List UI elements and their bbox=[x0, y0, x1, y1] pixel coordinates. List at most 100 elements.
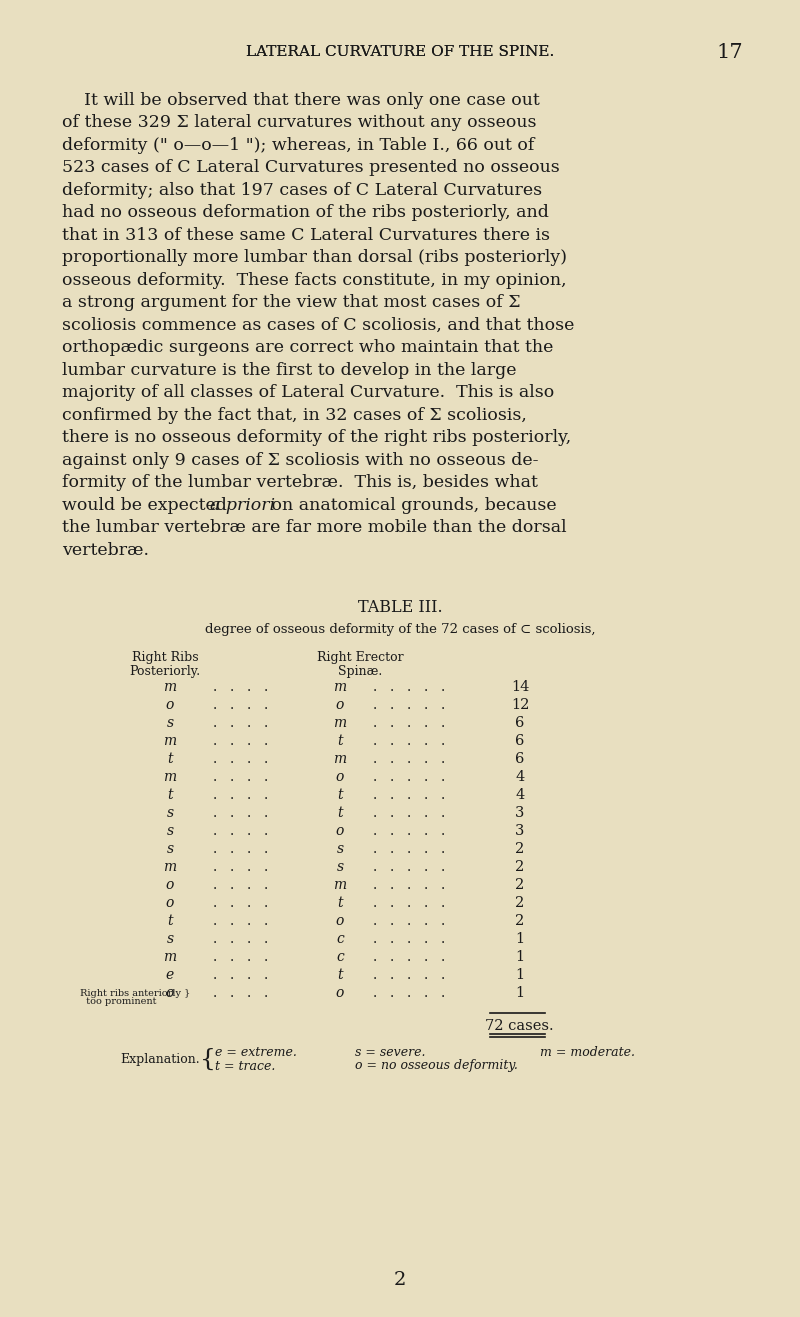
Text: .: . bbox=[441, 806, 445, 820]
Text: 6: 6 bbox=[515, 716, 525, 730]
Text: .: . bbox=[213, 788, 217, 802]
Text: .: . bbox=[230, 698, 234, 712]
Text: .: . bbox=[424, 842, 428, 856]
Text: .: . bbox=[264, 842, 268, 856]
Text: 2: 2 bbox=[515, 896, 525, 910]
Text: It will be observed that there was only one case out: It will be observed that there was only … bbox=[62, 91, 540, 108]
Text: .: . bbox=[373, 860, 377, 874]
Text: 4: 4 bbox=[515, 770, 525, 784]
Text: .: . bbox=[424, 680, 428, 694]
Text: m: m bbox=[334, 680, 346, 694]
Text: .: . bbox=[373, 986, 377, 1000]
Text: .: . bbox=[390, 716, 394, 730]
Text: .: . bbox=[441, 950, 445, 964]
Text: .: . bbox=[230, 716, 234, 730]
Text: .: . bbox=[424, 986, 428, 1000]
Text: .: . bbox=[407, 968, 411, 982]
Text: s: s bbox=[166, 842, 174, 856]
Text: .: . bbox=[390, 824, 394, 838]
Text: .: . bbox=[407, 824, 411, 838]
Text: o: o bbox=[166, 698, 174, 712]
Text: .: . bbox=[424, 914, 428, 928]
Text: .: . bbox=[247, 878, 251, 892]
Text: .: . bbox=[424, 860, 428, 874]
Text: .: . bbox=[373, 716, 377, 730]
Text: .: . bbox=[373, 968, 377, 982]
Text: m: m bbox=[163, 734, 177, 748]
Text: scoliosis commence as cases of C scoliosis, and that those: scoliosis commence as cases of C scolios… bbox=[62, 316, 574, 333]
Text: .: . bbox=[373, 950, 377, 964]
Text: .: . bbox=[247, 824, 251, 838]
Text: .: . bbox=[213, 698, 217, 712]
Text: .: . bbox=[424, 932, 428, 946]
Text: .: . bbox=[407, 932, 411, 946]
Text: .: . bbox=[424, 752, 428, 766]
Text: .: . bbox=[390, 950, 394, 964]
Text: 2: 2 bbox=[394, 1271, 406, 1289]
Text: lumbar curvature is the first to develop in the large: lumbar curvature is the first to develop… bbox=[62, 361, 517, 378]
Text: .: . bbox=[247, 716, 251, 730]
Text: .: . bbox=[230, 968, 234, 982]
Text: .: . bbox=[390, 878, 394, 892]
Text: .: . bbox=[264, 716, 268, 730]
Text: .: . bbox=[264, 896, 268, 910]
Text: .: . bbox=[424, 734, 428, 748]
Text: majority of all classes of Lateral Curvature.  This is also: majority of all classes of Lateral Curva… bbox=[62, 385, 554, 400]
Text: .: . bbox=[264, 806, 268, 820]
Text: .: . bbox=[213, 770, 217, 784]
Text: orthopædic surgeons are correct who maintain that the: orthopædic surgeons are correct who main… bbox=[62, 338, 554, 356]
Text: o: o bbox=[166, 986, 174, 1000]
Text: that in 313 of these same C Lateral Curvatures there is: that in 313 of these same C Lateral Curv… bbox=[62, 227, 550, 244]
Text: .: . bbox=[441, 968, 445, 982]
Text: .: . bbox=[247, 752, 251, 766]
Text: .: . bbox=[247, 842, 251, 856]
Text: osseous deformity.  These facts constitute, in my opinion,: osseous deformity. These facts constitut… bbox=[62, 271, 566, 288]
Text: 14: 14 bbox=[511, 680, 529, 694]
Text: .: . bbox=[407, 734, 411, 748]
Text: .: . bbox=[230, 770, 234, 784]
Text: o: o bbox=[166, 878, 174, 892]
Text: .: . bbox=[407, 950, 411, 964]
Text: .: . bbox=[230, 950, 234, 964]
Text: .: . bbox=[441, 860, 445, 874]
Text: .: . bbox=[213, 986, 217, 1000]
Text: .: . bbox=[247, 950, 251, 964]
Text: 4: 4 bbox=[515, 788, 525, 802]
Text: .: . bbox=[407, 752, 411, 766]
Text: .: . bbox=[407, 698, 411, 712]
Text: .: . bbox=[407, 878, 411, 892]
Text: .: . bbox=[264, 860, 268, 874]
Text: LATERAL CURVATURE OF THE SPINE.: LATERAL CURVATURE OF THE SPINE. bbox=[246, 45, 554, 59]
Text: .: . bbox=[264, 824, 268, 838]
Text: t: t bbox=[167, 914, 173, 928]
Text: 1: 1 bbox=[515, 968, 525, 982]
Text: .: . bbox=[264, 932, 268, 946]
Text: 1: 1 bbox=[515, 986, 525, 1000]
Text: .: . bbox=[390, 680, 394, 694]
Text: .: . bbox=[424, 770, 428, 784]
Text: .: . bbox=[247, 986, 251, 1000]
Text: .: . bbox=[373, 752, 377, 766]
Text: t: t bbox=[337, 734, 343, 748]
Text: .: . bbox=[407, 716, 411, 730]
Text: t = trace.: t = trace. bbox=[215, 1059, 275, 1072]
Text: a strong argument for the view that most cases of Σ: a strong argument for the view that most… bbox=[62, 294, 521, 311]
Text: o: o bbox=[336, 698, 344, 712]
Text: m = moderate.: m = moderate. bbox=[540, 1046, 635, 1059]
Text: .: . bbox=[424, 698, 428, 712]
Text: 6: 6 bbox=[515, 752, 525, 766]
Text: .: . bbox=[230, 896, 234, 910]
Text: .: . bbox=[247, 860, 251, 874]
Text: e: e bbox=[166, 968, 174, 982]
Text: .: . bbox=[390, 788, 394, 802]
Text: .: . bbox=[390, 914, 394, 928]
Text: Right Ribs: Right Ribs bbox=[132, 651, 198, 664]
Text: Spinæ.: Spinæ. bbox=[338, 665, 382, 677]
Text: .: . bbox=[247, 806, 251, 820]
Text: .: . bbox=[373, 842, 377, 856]
Text: .: . bbox=[264, 680, 268, 694]
Text: there is no osseous deformity of the right ribs posteriorly,: there is no osseous deformity of the rig… bbox=[62, 429, 571, 446]
Text: had no osseous deformation of the ribs posteriorly, and: had no osseous deformation of the ribs p… bbox=[62, 204, 549, 221]
Text: .: . bbox=[230, 842, 234, 856]
Text: m: m bbox=[163, 680, 177, 694]
